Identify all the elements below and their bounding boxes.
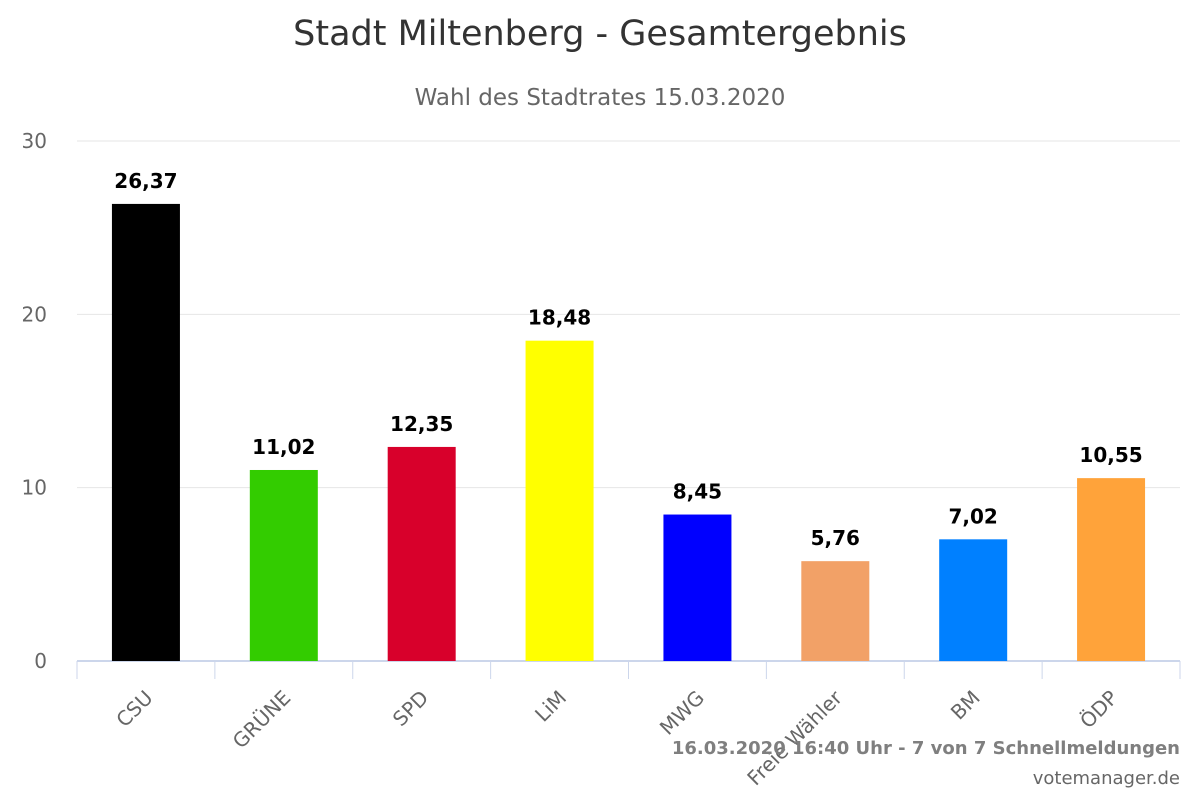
y-tick-label: 20 [22,302,47,326]
bar-value-label: 12,35 [390,412,453,436]
y-tick-label: 30 [22,129,47,153]
bar [1077,478,1146,661]
bar [663,514,732,661]
bar-value-label: 26,37 [114,169,177,193]
bar [801,561,870,661]
x-category-label: SPD [388,686,433,731]
x-category-label: MWG [655,686,709,740]
x-category-label: ÖDP [1075,686,1123,734]
x-category-label: BM [946,686,985,725]
bar-value-label: 10,55 [1079,443,1142,467]
chart-subtitle: Wahl des Stadtrates 15.03.2020 [414,85,786,111]
footer-credit-text: votemanager.de [1032,768,1180,789]
y-tick-label: 10 [22,476,47,500]
bar-value-label: 7,02 [949,504,998,528]
x-category-label: LiM [530,686,571,727]
bar-value-label: 5,76 [811,526,860,550]
bar [249,469,318,661]
bar-value-label: 11,02 [252,435,315,459]
bar [387,446,456,661]
bar [111,203,180,662]
x-category-label: GRÜNE [228,686,296,754]
bar-value-label: 18,48 [528,306,591,330]
footer-status-text: 16.03.2020 16:40 Uhr - 7 von 7 Schnellme… [671,738,1180,759]
chart-title: Stadt Miltenberg - Gesamtergebnis [293,14,907,54]
bar [939,539,1008,661]
bar [525,340,594,661]
x-category-label: CSU [111,686,157,732]
bar-value-label: 8,45 [673,480,722,504]
y-tick-label: 0 [34,649,47,673]
